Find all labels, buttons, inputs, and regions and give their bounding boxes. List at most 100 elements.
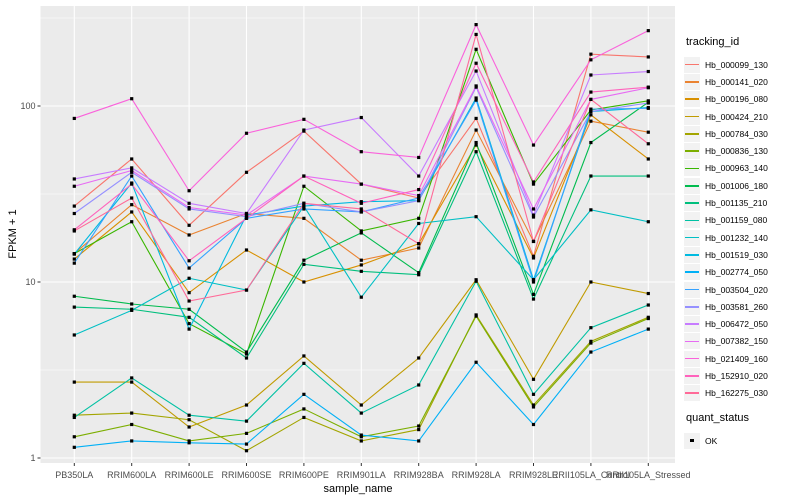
data-point — [531, 180, 536, 184]
data-point — [474, 143, 478, 147]
data-point — [417, 424, 421, 428]
data-point — [302, 207, 306, 211]
data-point — [531, 403, 536, 407]
data-point — [359, 433, 363, 437]
data-point — [589, 119, 593, 123]
legend-title: tracking_id — [686, 36, 740, 48]
legend-line-swatch — [685, 306, 699, 308]
quant-legend-item: OK — [684, 432, 798, 449]
data-point — [531, 254, 536, 258]
data-point — [474, 32, 478, 37]
data-point — [417, 383, 421, 387]
legend-line-swatch — [685, 340, 699, 343]
data-point — [589, 174, 593, 178]
x-tick-label: RRII105LA_Stressed — [606, 470, 691, 480]
data-point — [474, 116, 478, 121]
legend-item-Hb_000424_210: Hb_000424_210 — [684, 108, 798, 125]
legend-key — [684, 195, 700, 212]
data-point — [244, 216, 249, 220]
data-point — [531, 280, 536, 284]
legend-item-Hb_007382_150: Hb_007382_150 — [684, 333, 798, 350]
data-point — [359, 435, 363, 439]
data-point — [474, 314, 478, 318]
data-point — [244, 350, 249, 354]
data-point — [474, 360, 478, 364]
data-point — [302, 174, 306, 178]
data-point — [72, 333, 76, 337]
data-point — [646, 157, 650, 161]
data-point — [531, 292, 536, 297]
data-point — [130, 411, 134, 415]
legend-key — [684, 264, 700, 281]
legend-item-Hb_001006_180: Hb_001006_180 — [684, 177, 798, 194]
data-point — [244, 213, 249, 217]
data-point — [417, 356, 421, 360]
data-point — [130, 376, 134, 380]
legend-item-Hb_000099_130: Hb_000099_130 — [684, 56, 798, 73]
data-point — [72, 305, 76, 309]
data-point — [359, 411, 363, 415]
data-point — [589, 208, 593, 212]
data-point — [130, 157, 134, 161]
legend-label: Hb_001006_180 — [705, 180, 768, 191]
data-point — [531, 207, 536, 211]
legend-label: Hb_000424_210 — [705, 111, 768, 122]
data-point — [359, 115, 363, 120]
data-point — [531, 182, 536, 186]
data-point — [589, 326, 593, 330]
y-axis-title: FPKM + 1 — [7, 209, 19, 258]
legend-key — [684, 125, 700, 142]
x-tick-label: PB350LA — [55, 470, 93, 480]
quant-legend-title: quant_status — [686, 411, 749, 424]
legend-key — [684, 108, 700, 125]
data-point — [646, 85, 650, 89]
legend-key — [684, 177, 700, 194]
data-point — [72, 380, 76, 384]
data-point — [187, 425, 191, 429]
data-point — [359, 263, 363, 267]
data-point — [302, 354, 306, 358]
legend-key — [684, 350, 700, 367]
data-point — [187, 223, 191, 227]
data-point — [474, 69, 478, 73]
data-point — [72, 252, 76, 256]
data-point — [187, 307, 191, 311]
data-point — [589, 113, 593, 117]
tracking-legend-list: Hb_000099_130 Hb_000141_020 Hb_000196_080 H… — [684, 56, 798, 402]
data-point — [187, 441, 191, 445]
data-point — [244, 170, 249, 174]
data-point — [302, 128, 306, 132]
data-point — [646, 101, 650, 105]
data-point — [359, 295, 363, 299]
data-point — [130, 422, 134, 427]
data-point — [474, 84, 478, 88]
legend-item-Hb_000196_080: Hb_000196_080 — [684, 91, 798, 108]
data-point — [417, 193, 421, 198]
data-point — [474, 215, 478, 219]
data-point — [531, 405, 536, 409]
legend-label: Hb_000784_030 — [705, 128, 768, 139]
legend-item-Hb_003504_020: Hb_003504_020 — [684, 281, 798, 298]
data-point — [646, 174, 650, 178]
data-point — [244, 356, 249, 360]
data-point — [187, 327, 191, 331]
data-point — [130, 166, 134, 170]
legend-key — [684, 160, 700, 177]
data-point — [244, 431, 249, 435]
data-point — [72, 177, 76, 181]
x-tick-label: RRIM928LE — [509, 470, 558, 480]
legend-label: Hb_021409_160 — [705, 353, 768, 364]
data-point — [359, 210, 363, 214]
data-point — [589, 350, 593, 354]
data-point — [531, 422, 536, 427]
data-point — [359, 439, 363, 443]
data-point — [187, 413, 191, 417]
data-point — [72, 445, 76, 449]
legend-item-Hb_001135_210: Hb_001135_210 — [684, 194, 798, 212]
data-point — [244, 215, 249, 219]
legend-label: Hb_002774_050 — [705, 267, 768, 278]
data-point — [474, 96, 478, 100]
legend-label: Hb_001159_080 — [705, 215, 768, 226]
